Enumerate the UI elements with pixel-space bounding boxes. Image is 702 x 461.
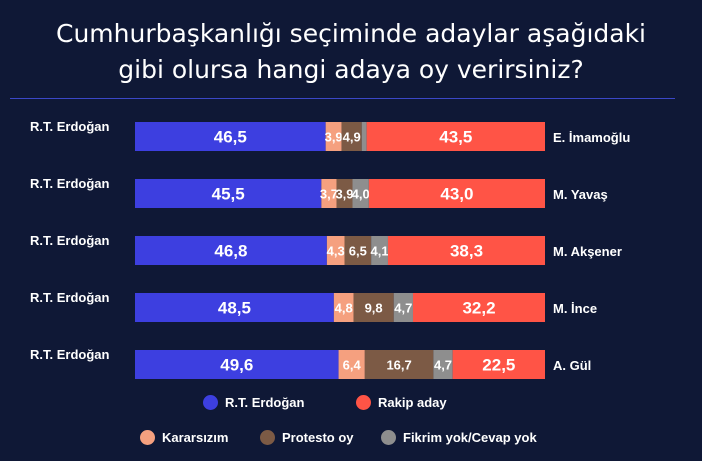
bar-segment-kararsiz xyxy=(338,350,365,379)
legend-label-rakip: Rakip aday xyxy=(378,395,447,410)
legend-item-rakip: Rakip aday xyxy=(356,395,447,410)
row-right-label: M. Yavaş xyxy=(553,187,608,202)
bar-segment-protesto xyxy=(344,236,372,265)
bar-segment-protesto xyxy=(341,122,362,151)
bar-segment-rakip xyxy=(366,122,545,151)
legend-dot-kararsiz xyxy=(140,430,155,445)
data-label-protesto: 16,7 xyxy=(386,358,411,373)
row-left-label: R.T. Erdoğan xyxy=(30,290,110,305)
data-label-protesto: 9,8 xyxy=(365,301,383,316)
legend-dot-fikrim-yok xyxy=(381,430,396,445)
row-left-label: R.T. Erdoğan xyxy=(30,176,110,191)
chart-title-line-2: gibi olursa hangi adaya oy verirsiniz? xyxy=(118,55,584,84)
data-label-kararsiz: 3,9 xyxy=(325,130,343,145)
bar-segment-rakip xyxy=(412,293,545,322)
legend-dot-protesto xyxy=(260,430,275,445)
data-label-rakip: 22,5 xyxy=(482,356,515,375)
legend-dot-rakip xyxy=(356,395,371,410)
legend-item-protesto: Protesto oy xyxy=(260,430,354,445)
data-label-erdogan: 46,8 xyxy=(214,242,247,261)
bar-segment-fikrim_yok xyxy=(393,293,413,322)
bar-segment-protesto xyxy=(353,293,394,322)
legend-label-kararsiz: Kararsızım xyxy=(162,430,229,445)
data-label-erdogan: 46,5 xyxy=(214,128,247,147)
bar-segment-rakip xyxy=(368,179,545,208)
legend-dot-erdogan xyxy=(203,395,218,410)
bar-segment-erdogan xyxy=(135,179,322,208)
data-label-fikrim_yok: 4,1 xyxy=(371,244,389,259)
bar-segment-kararsiz xyxy=(333,293,354,322)
bar-segment-erdogan xyxy=(135,293,334,322)
bar-segment-kararsiz xyxy=(326,236,345,265)
data-label-fikrim_yok: 4,7 xyxy=(394,301,412,316)
data-label-protesto: 4,9 xyxy=(343,130,361,145)
legend-label-fikrim-yok: Fikrim yok/Cevap yok xyxy=(403,430,537,445)
bar-segment-kararsiz xyxy=(321,179,337,208)
row-left-label: R.T. Erdoğan xyxy=(30,233,110,248)
row-right-label: M. İnce xyxy=(553,301,597,316)
bar-segment-erdogan xyxy=(135,350,339,379)
legend-item-kararsiz: Kararsızım xyxy=(140,430,228,445)
data-label-rakip: 43,0 xyxy=(440,185,473,204)
row-left-label: R.T. Erdoğan xyxy=(30,347,110,362)
legend-label-erdogan: R.T. Erdoğan xyxy=(225,395,305,410)
bar-segment-kararsiz xyxy=(325,122,342,151)
row-right-label: A. Gül xyxy=(553,358,591,373)
data-label-rakip: 32,2 xyxy=(462,299,495,318)
bar-segment-fikrim_yok xyxy=(352,179,369,208)
row-left-label: R.T. Erdoğan xyxy=(30,119,110,134)
bar-segment-protesto xyxy=(364,350,434,379)
bar-segment-fikrim_yok xyxy=(361,122,367,151)
row-right-label: M. Akşener xyxy=(553,244,622,259)
bar-segment-protesto xyxy=(336,179,353,208)
data-label-fikrim_yok: 4,7 xyxy=(434,358,452,373)
legend-item-erdogan: R.T. Erdoğan xyxy=(203,395,304,410)
bar-segment-fikrim_yok xyxy=(371,236,388,265)
data-label-kararsiz: 4,3 xyxy=(327,244,345,259)
legend-item-fikrim-yok: Fikrim yok/Cevap yok xyxy=(381,430,537,445)
data-label-rakip: 43,5 xyxy=(439,128,472,147)
bar-segment-fikrim_yok xyxy=(433,350,453,379)
data-label-protesto: 6,5 xyxy=(349,244,367,259)
data-label-erdogan: 45,5 xyxy=(212,185,245,204)
chart-title: Cumhurbaşkanlığı seçiminde adaylar aşağı… xyxy=(0,16,702,88)
bar-segment-erdogan xyxy=(135,236,327,265)
data-label-kararsiz: 3,7 xyxy=(320,187,338,202)
data-label-protesto: 3,9 xyxy=(335,187,353,202)
row-right-label: E. İmamoğlu xyxy=(553,130,630,145)
bar-segment-rakip xyxy=(452,350,545,379)
data-label-erdogan: 49,6 xyxy=(220,356,253,375)
data-label-erdogan: 48,5 xyxy=(218,299,251,318)
data-label-rakip: 38,3 xyxy=(450,242,483,261)
bar-segment-rakip xyxy=(387,236,545,265)
title-divider xyxy=(10,98,675,99)
data-label-kararsiz: 4,8 xyxy=(335,301,353,316)
chart-title-line-1: Cumhurbaşkanlığı seçiminde adaylar aşağı… xyxy=(55,19,646,48)
data-label-kararsiz: 6,4 xyxy=(343,358,362,373)
bar-segment-erdogan xyxy=(135,122,326,151)
legend-label-protesto: Protesto oy xyxy=(282,430,354,445)
data-label-fikrim_yok: 4,0 xyxy=(352,187,370,202)
